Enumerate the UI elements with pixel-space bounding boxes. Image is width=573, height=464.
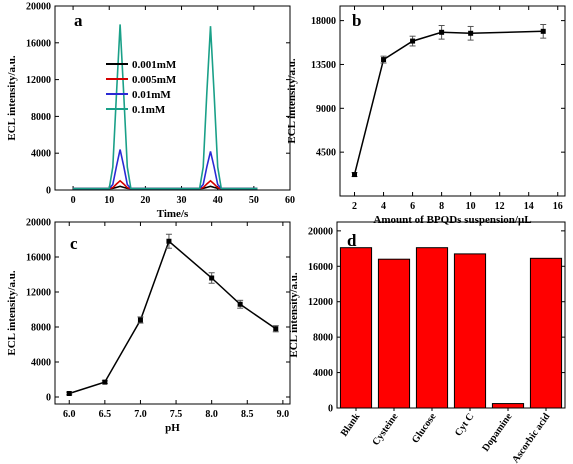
series-line xyxy=(73,149,258,190)
legend-label: 0.005mM xyxy=(132,74,177,86)
y-tick-label: 13500 xyxy=(311,60,336,71)
y-tick-label: 4000 xyxy=(31,358,51,369)
category-label: Cysteine xyxy=(370,411,400,448)
panel-label: c xyxy=(70,234,78,253)
data-point xyxy=(166,238,172,244)
y-tick-label: 8000 xyxy=(313,333,333,344)
plot-frame-b xyxy=(339,5,566,197)
data-point xyxy=(137,317,143,323)
x-axis-label: Amount of BPQDs suspension/μL xyxy=(373,214,531,226)
y-tick-label: 0 xyxy=(46,393,51,404)
data-point xyxy=(540,28,546,34)
y-tick-label: 8000 xyxy=(31,112,51,123)
category-label: Dopamine xyxy=(480,411,515,454)
legend-label: 0.001mM xyxy=(132,59,177,71)
y-tick-label: 8000 xyxy=(31,323,51,334)
panel-label: d xyxy=(347,231,357,250)
x-tick-label: 0 xyxy=(71,195,76,206)
legend-label: 0.1mM xyxy=(132,104,166,116)
y-tick-label: 20000 xyxy=(26,2,51,13)
x-tick-label: 2 xyxy=(352,201,357,212)
x-tick-label: 6.0 xyxy=(63,409,76,420)
category-label: Blank xyxy=(339,411,363,439)
series-line xyxy=(73,24,258,190)
y-tick-label: 16000 xyxy=(308,262,333,273)
y-tick-label: 12000 xyxy=(26,288,51,299)
y-tick-label: 4500 xyxy=(316,148,336,159)
bar-cyt-c xyxy=(453,253,487,409)
plot-frame-c xyxy=(54,221,291,405)
y-tick-label: 0 xyxy=(328,404,333,415)
y-tick-label: 16000 xyxy=(26,38,51,49)
y-tick-label: 16000 xyxy=(26,253,51,264)
bar-dopamine xyxy=(491,403,525,409)
x-tick-label: 50 xyxy=(249,195,259,206)
y-tick-label: 9000 xyxy=(316,104,336,115)
panel-label: b xyxy=(352,11,361,30)
x-tick-label: 10 xyxy=(104,195,114,206)
y-tick-label: 20000 xyxy=(26,218,51,229)
series-line xyxy=(353,30,544,175)
data-point xyxy=(66,391,72,396)
category-label: Ascorbic acid xyxy=(510,411,553,464)
category-label: Glucose xyxy=(410,411,439,446)
x-tick-label: 8.0 xyxy=(205,409,218,420)
x-tick-label: 12 xyxy=(495,201,505,212)
y-tick-label: 18000 xyxy=(311,16,336,27)
y-axis-label: ECL intensity/a.u. xyxy=(6,55,18,141)
plot-frame-d xyxy=(336,221,566,409)
x-tick-label: 40 xyxy=(213,195,223,206)
data-point xyxy=(273,326,279,332)
bar-ascorbic-acid xyxy=(529,257,563,409)
data-point xyxy=(381,57,387,63)
bar-cysteine xyxy=(377,258,411,409)
x-tick-label: 6 xyxy=(410,201,415,212)
x-tick-label: 30 xyxy=(177,195,187,206)
data-point xyxy=(237,301,243,307)
x-tick-label: 10 xyxy=(466,201,476,212)
plot-frame-a xyxy=(54,5,291,191)
legend-label: 0.01mM xyxy=(132,89,171,101)
data-point xyxy=(352,172,358,178)
y-axis-label: ECL intensity/a.u. xyxy=(288,272,300,358)
category-label: Cyt C xyxy=(453,411,477,438)
y-tick-label: 20000 xyxy=(308,226,333,237)
y-axis-label: ECL intensity/a.u. xyxy=(286,58,298,144)
data-point xyxy=(102,379,108,385)
series-line xyxy=(68,240,277,395)
x-tick-label: 7.5 xyxy=(170,409,183,420)
data-point xyxy=(468,30,474,36)
data-point xyxy=(439,29,445,35)
panel-label: a xyxy=(74,11,83,30)
y-tick-label: 12000 xyxy=(26,75,51,86)
x-tick-label: 16 xyxy=(553,201,563,212)
x-tick-label: 7.0 xyxy=(134,409,147,420)
y-axis-label: ECL intensity/a.u. xyxy=(6,270,18,356)
x-axis-label: pH xyxy=(165,422,180,434)
series-line xyxy=(73,179,258,190)
x-tick-label: 4 xyxy=(381,201,386,212)
x-tick-label: 20 xyxy=(140,195,150,206)
x-tick-label: 8.5 xyxy=(241,409,254,420)
x-tick-label: 60 xyxy=(285,195,295,206)
y-tick-label: 0 xyxy=(46,186,51,197)
y-tick-label: 4000 xyxy=(31,149,51,160)
y-tick-label: 12000 xyxy=(308,297,333,308)
x-tick-label: 6.5 xyxy=(99,409,112,420)
x-axis-label: Time/s xyxy=(157,208,189,220)
bar-blank xyxy=(339,247,373,409)
x-tick-label: 9.0 xyxy=(277,409,290,420)
data-point xyxy=(209,275,215,281)
bar-glucose xyxy=(415,247,449,409)
data-point xyxy=(410,38,416,44)
x-tick-label: 14 xyxy=(524,201,534,212)
y-tick-label: 4000 xyxy=(313,368,333,379)
x-tick-label: 8 xyxy=(439,201,444,212)
